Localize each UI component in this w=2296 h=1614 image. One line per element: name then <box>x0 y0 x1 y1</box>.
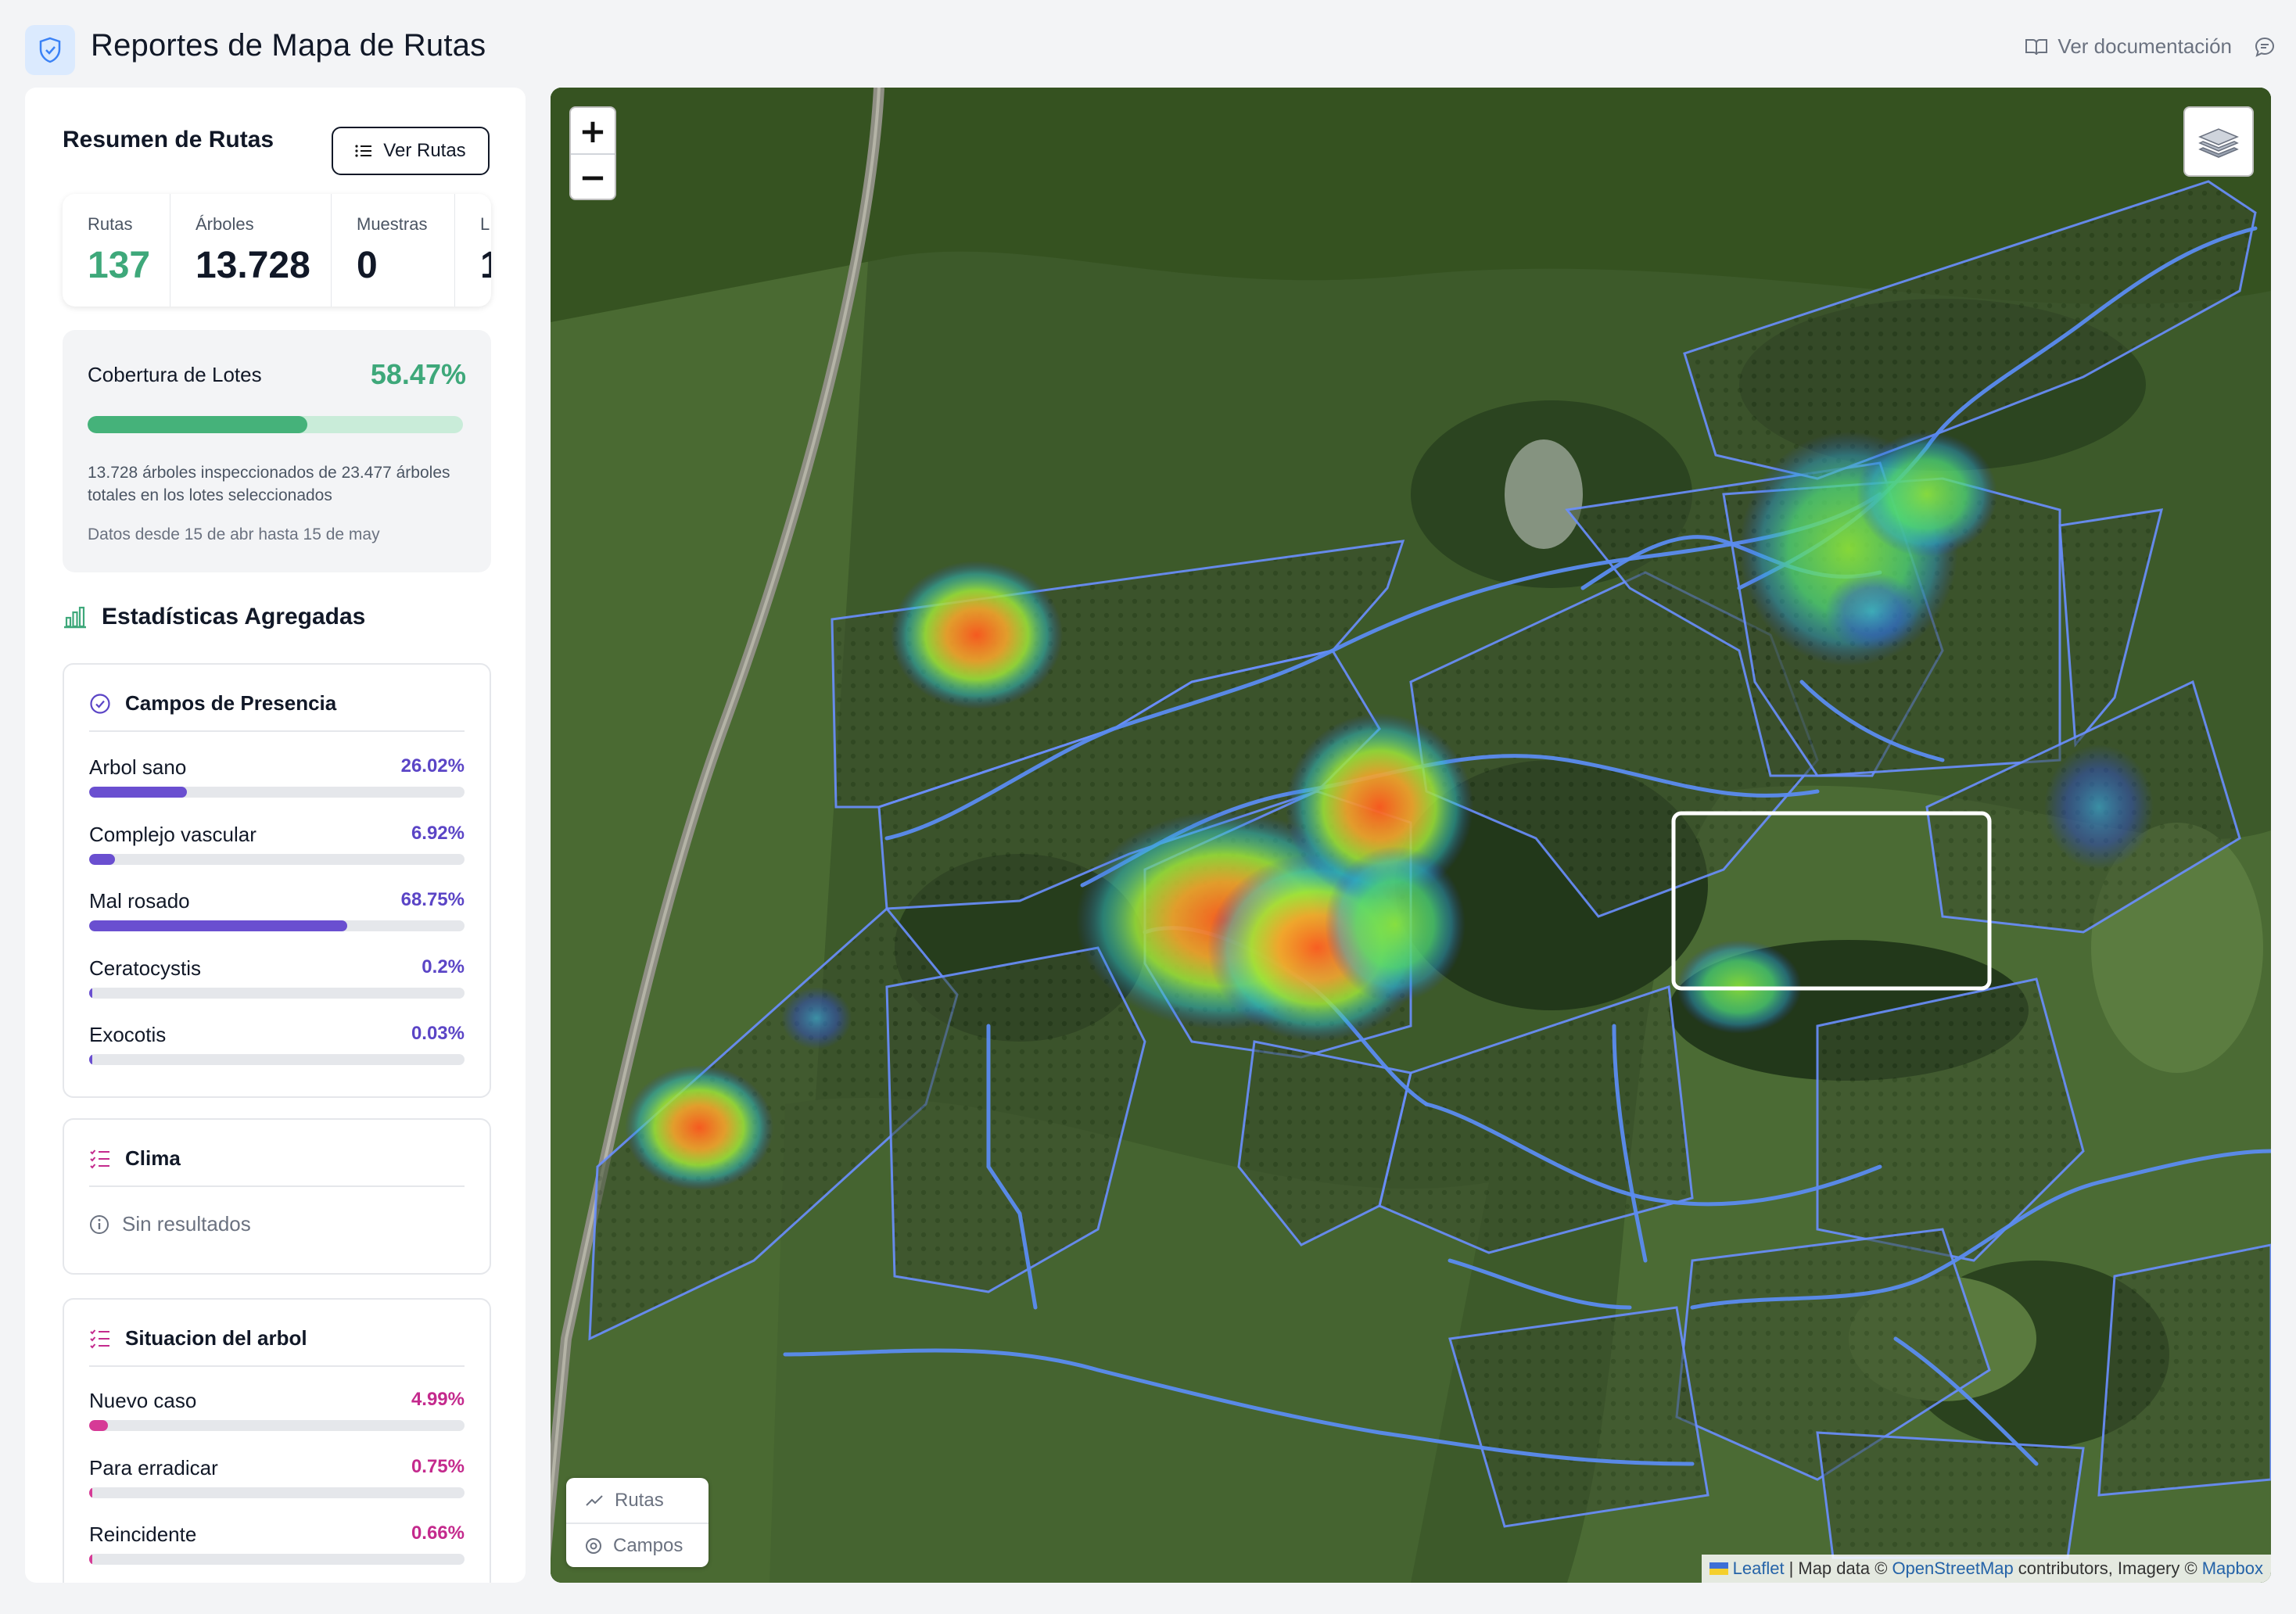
metric-row: Para erradicar 0.75% <box>89 1456 465 1503</box>
zoom-out-button[interactable]: − <box>571 153 615 199</box>
page-title: Reportes de Mapa de Rutas <box>91 28 486 63</box>
openstreetmap-link[interactable]: OpenStreetMap <box>1892 1558 2014 1578</box>
no-results-message: Sin resultados <box>89 1212 251 1236</box>
stats-card[interactable]: Rutas 137 Árboles 13.728 Muestras 0 L 1 <box>63 194 491 307</box>
metric-progress-fill <box>89 1054 92 1065</box>
metric-progress-fill <box>89 1420 108 1431</box>
metric-label: Arbol sano <box>89 755 187 779</box>
list-icon <box>355 145 372 157</box>
metric-progress-fill <box>89 1487 92 1498</box>
leaflet-link[interactable]: Leaflet <box>1732 1558 1785 1578</box>
app-header: Reportes de Mapa de Rutas Ver documentac… <box>0 0 2296 86</box>
presence-fields-card: Campos de Presencia Arbol sano 26.02% Comp… <box>63 663 491 1098</box>
metric-row: Nuevo caso 4.99% <box>89 1389 465 1436</box>
view-routes-button[interactable]: Ver Rutas <box>332 127 490 175</box>
metric-row: Complejo vascular 6.92% <box>89 823 465 870</box>
metric-label: Mal rosado <box>89 889 190 913</box>
trend-line-icon <box>586 1494 603 1506</box>
legend-item-fields[interactable]: Campos <box>566 1523 709 1567</box>
stat-samples: Muestras 0 <box>332 194 455 307</box>
info-icon <box>90 1214 109 1234</box>
coverage-card: Cobertura de Lotes 58.47% 13.728 árboles… <box>63 330 491 572</box>
metric-label: Ceratocystis <box>89 956 202 980</box>
metric-value: 0.2% <box>422 956 465 977</box>
documentation-link[interactable]: Ver documentación <box>2025 34 2232 59</box>
chat-icon[interactable] <box>2254 36 2276 62</box>
divider <box>89 1365 465 1367</box>
coverage-percent: 58.47% <box>370 358 466 390</box>
tree-status-card: Situacion del arbol Nuevo caso 4.99% Para … <box>63 1298 491 1583</box>
metric-progress-fill <box>89 987 92 999</box>
book-icon <box>2025 38 2048 55</box>
coverage-dates: Datos desde 15 de abr hasta 15 de may <box>88 525 380 543</box>
aggregated-stats-heading: Estadísticas Agregadas <box>63 604 365 630</box>
metric-value: 0.75% <box>411 1455 465 1477</box>
legend-item-routes[interactable]: Rutas <box>566 1478 709 1523</box>
summary-title: Resumen de Rutas <box>63 127 274 152</box>
mapbox-link[interactable]: Mapbox <box>2201 1558 2263 1578</box>
shield-icon <box>25 25 75 75</box>
coverage-title: Cobertura de Lotes <box>88 363 262 386</box>
metric-progress-bar <box>89 1420 465 1431</box>
metric-progress-bar <box>89 920 465 931</box>
metric-progress-bar <box>89 1487 465 1498</box>
coverage-progress-fill <box>88 416 307 433</box>
metric-value: 26.02% <box>400 755 465 777</box>
metric-row: Arbol sano 26.02% <box>89 755 465 802</box>
stat-trees: Árboles 13.728 <box>170 194 332 307</box>
check-circle-icon <box>90 693 110 714</box>
zoom-in-button[interactable]: + <box>579 111 607 150</box>
metric-label: Complejo vascular <box>89 822 257 846</box>
metric-label: Reincidente <box>89 1523 197 1546</box>
metric-progress-bar <box>89 987 465 999</box>
documentation-link-label: Ver documentación <box>2057 34 2232 58</box>
climate-title: Clima <box>89 1146 181 1171</box>
stat-lots: L 1 <box>480 214 491 286</box>
view-routes-label: Ver Rutas <box>383 140 466 161</box>
metric-progress-bar <box>89 1054 465 1065</box>
metric-progress-fill <box>89 853 116 865</box>
tree-status-title: Situacion del arbol <box>89 1326 307 1350</box>
satellite-map-canvas[interactable] <box>551 88 2271 1583</box>
divider <box>89 1185 465 1187</box>
metric-progress-bar <box>89 787 465 798</box>
metric-progress-fill <box>89 1554 92 1565</box>
map-legend: Rutas Campos <box>566 1478 709 1567</box>
presence-fields-title: Campos de Presencia <box>89 691 336 716</box>
stat-routes: Rutas 137 <box>63 194 170 307</box>
metric-row: Ceratocystis 0.2% <box>89 956 465 1003</box>
target-icon <box>586 1537 601 1554</box>
checklist-icon <box>90 1149 109 1168</box>
metric-value: 0.03% <box>411 1023 465 1044</box>
metric-row: Mal rosado 68.75% <box>89 889 465 936</box>
map-attribution: Leaflet | Map data © OpenStreetMap contr… <box>1701 1555 2271 1583</box>
coverage-description: 13.728 árboles inspeccionados de 23.477 … <box>88 464 450 504</box>
layers-button[interactable] <box>2183 106 2254 177</box>
route-map[interactable]: + − Rutas Campos Leaflet | M <box>551 88 2271 1583</box>
climate-card: Clima Sin resultados <box>63 1118 491 1275</box>
zoom-control: + − <box>569 106 616 200</box>
metric-progress-fill <box>89 787 187 798</box>
metric-value: 68.75% <box>400 889 465 910</box>
layers-icon <box>2198 128 2239 158</box>
ukraine-flag-icon <box>1709 1562 1728 1575</box>
checklist-icon <box>90 1329 109 1348</box>
metric-row: Exocotis 0.03% <box>89 1023 465 1070</box>
metric-value: 6.92% <box>411 822 465 844</box>
coverage-progress-bar <box>88 416 463 433</box>
metric-row: Reincidente 0.66% <box>89 1523 465 1569</box>
metric-progress-fill <box>89 920 347 931</box>
metric-progress-bar <box>89 1554 465 1565</box>
metric-progress-bar <box>89 853 465 865</box>
metric-value: 0.66% <box>411 1523 465 1544</box>
metric-value: 4.99% <box>411 1389 465 1410</box>
summary-sidebar: Resumen de Rutas Ver Rutas Rutas 137 Árb… <box>25 88 526 1583</box>
metric-label: Exocotis <box>89 1023 167 1046</box>
metric-label: Nuevo caso <box>89 1389 197 1412</box>
bar-chart-icon <box>64 606 86 629</box>
metric-label: Para erradicar <box>89 1455 218 1480</box>
divider <box>89 730 465 732</box>
